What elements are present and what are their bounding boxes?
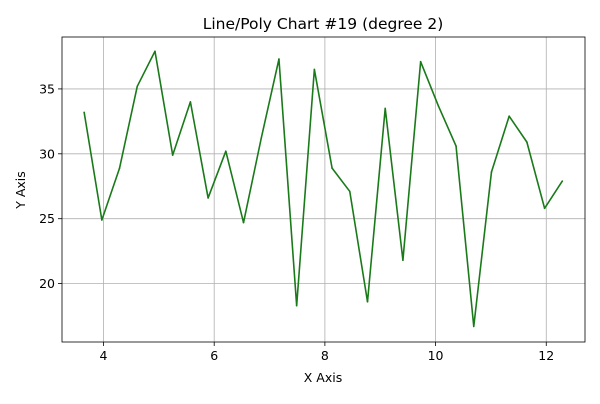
data-point — [490, 171, 493, 173]
series-layer — [83, 50, 564, 328]
data-point — [384, 107, 387, 110]
data-point — [543, 207, 546, 210]
data-point — [313, 68, 316, 71]
chart-title: Line/Poly Chart #19 (degree 2) — [203, 15, 444, 33]
grid — [62, 37, 585, 342]
plot-frame — [61, 36, 586, 343]
data-point — [526, 141, 528, 143]
y-tick-label: 35 — [39, 81, 55, 96]
data-point — [402, 259, 404, 262]
data-point — [455, 145, 457, 147]
data-point — [207, 197, 209, 199]
data-point — [561, 180, 564, 182]
data-point — [101, 219, 103, 221]
y-axis-label: Y Axis — [13, 171, 28, 210]
data-point — [118, 167, 121, 169]
x-tick-label: 4 — [100, 348, 108, 363]
x-tick-label: 8 — [321, 348, 329, 363]
data-point — [419, 60, 422, 63]
data-point — [136, 85, 139, 88]
data-point — [508, 115, 510, 117]
y-tick-label: 20 — [39, 276, 55, 291]
data-point — [472, 325, 475, 328]
x-axis-label: X Axis — [304, 370, 342, 385]
data-point — [242, 221, 245, 224]
data-point — [331, 167, 333, 169]
data-point — [83, 111, 85, 114]
y-tick-label: 30 — [39, 146, 55, 161]
series-line — [83, 50, 563, 328]
data-point — [278, 58, 280, 60]
x-tick-label: 12 — [538, 348, 554, 363]
data-point — [225, 150, 227, 153]
data-point — [366, 300, 369, 303]
data-point — [189, 101, 192, 103]
data-point — [171, 154, 174, 156]
axis-ticks: 4 6 8 10 12 20 25 30 35 — [39, 81, 554, 363]
data-point — [260, 137, 263, 140]
data-point — [437, 104, 440, 107]
data-point — [154, 50, 156, 53]
data-point — [295, 304, 298, 307]
y-tick-label: 25 — [39, 211, 55, 226]
x-tick-label: 6 — [210, 348, 218, 363]
data-point — [348, 190, 351, 193]
x-tick-label: 10 — [428, 348, 444, 363]
